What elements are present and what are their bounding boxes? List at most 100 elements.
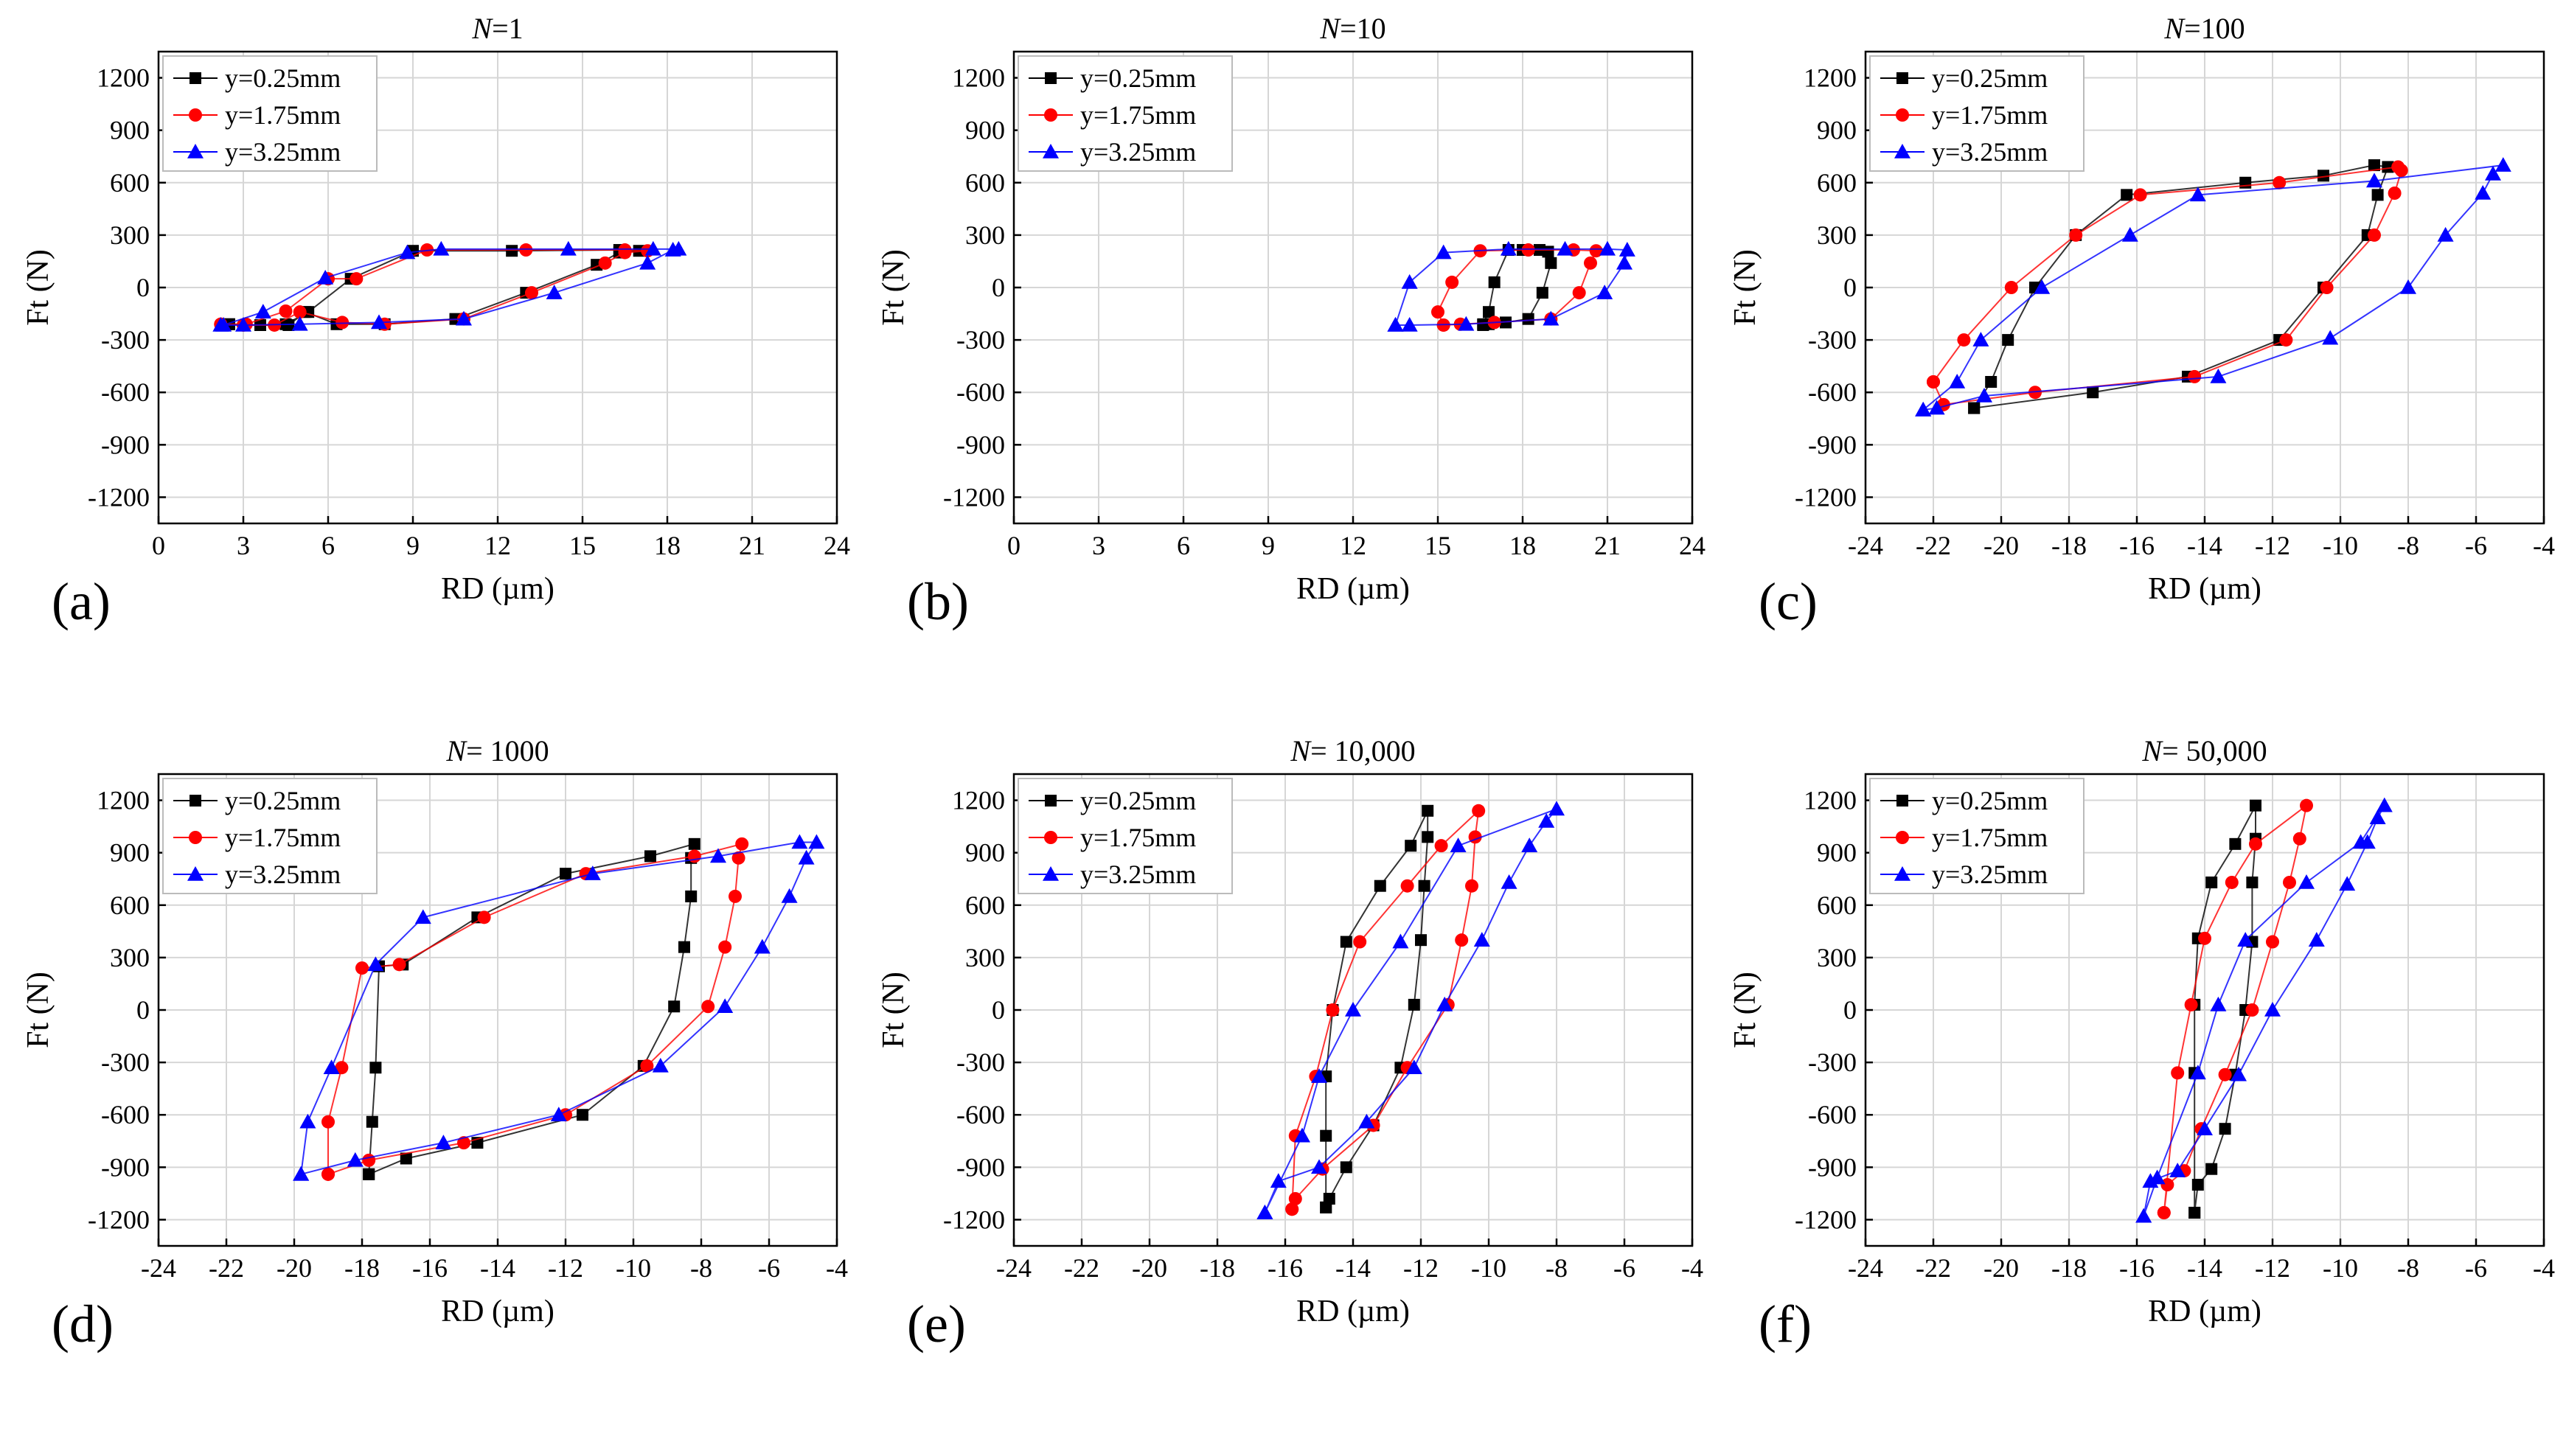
y-tick-label: -300 bbox=[1808, 1048, 1857, 1077]
data-point-triangle bbox=[1311, 1159, 1327, 1174]
data-point-circle bbox=[598, 256, 612, 270]
data-point-circle bbox=[2133, 188, 2147, 202]
data-point-triangle bbox=[1616, 254, 1633, 270]
x-tick-label: -24 bbox=[1848, 531, 1883, 560]
x-tick-label: -8 bbox=[1545, 1253, 1568, 1283]
x-tick-label: -6 bbox=[2465, 531, 2487, 560]
y-tick-label: -1200 bbox=[1795, 1205, 1857, 1234]
data-point-square bbox=[190, 795, 201, 807]
data-point-triangle bbox=[2189, 1065, 2206, 1080]
data-point-square bbox=[1415, 934, 1427, 947]
y-tick-label: 600 bbox=[965, 891, 1005, 920]
data-point-square bbox=[685, 890, 698, 902]
x-tick-label: -18 bbox=[344, 1253, 380, 1283]
data-point-circle bbox=[2069, 228, 2083, 242]
y-tick-label: -300 bbox=[1808, 325, 1857, 355]
panel-letter: (c) bbox=[1759, 572, 1818, 631]
legend: y=0.25mm y=1.75mm y=3.25mm bbox=[162, 55, 378, 172]
x-tick-label: -22 bbox=[209, 1253, 244, 1283]
data-point-triangle bbox=[299, 1113, 316, 1129]
data-point-square bbox=[2318, 170, 2329, 182]
data-point-triangle bbox=[2376, 797, 2393, 812]
data-point-circle bbox=[2188, 369, 2202, 383]
x-tick-label: -10 bbox=[1471, 1253, 1506, 1283]
series-3 bbox=[212, 240, 687, 332]
x-tick-label: 0 bbox=[152, 531, 165, 560]
data-point-square bbox=[2002, 334, 2014, 346]
x-tick-label: -20 bbox=[277, 1253, 312, 1283]
x-tick-label: -6 bbox=[758, 1253, 780, 1283]
data-point-triangle bbox=[235, 316, 251, 332]
x-tick-label: -10 bbox=[2323, 531, 2358, 560]
data-point-triangle bbox=[254, 304, 271, 318]
data-point-circle bbox=[729, 889, 742, 903]
x-tick-label: -16 bbox=[1268, 1253, 1303, 1283]
y-tick-label: 0 bbox=[1843, 273, 1857, 302]
data-point-circle bbox=[2292, 832, 2306, 846]
x-axis-title: RD (µm) bbox=[441, 1295, 554, 1328]
data-point-triangle bbox=[2485, 165, 2501, 181]
x-tick-label: -14 bbox=[480, 1253, 515, 1283]
data-point-circle bbox=[1521, 243, 1535, 257]
y-tick-label: -1200 bbox=[1795, 482, 1857, 512]
data-point-triangle bbox=[1500, 240, 1517, 256]
data-point-triangle bbox=[639, 254, 656, 270]
y-tick-label: 900 bbox=[1817, 116, 1857, 145]
x-tick-label: -8 bbox=[2397, 531, 2419, 560]
x-tick-label: -22 bbox=[1064, 1253, 1099, 1283]
data-point-square bbox=[369, 1062, 382, 1074]
y-tick-label: 0 bbox=[136, 995, 150, 1025]
data-point-triangle bbox=[2369, 809, 2386, 825]
legend-item: y=0.25mm bbox=[173, 786, 341, 815]
data-point-circle bbox=[1434, 839, 1448, 853]
data-point-square bbox=[2188, 1206, 2201, 1219]
data-point-triangle bbox=[433, 240, 450, 256]
y-tick-label: -600 bbox=[101, 1100, 150, 1129]
legend-label: y=1.75mm bbox=[1932, 823, 2048, 852]
data-point-triangle bbox=[546, 285, 563, 299]
legend-item: y=0.25mm bbox=[1029, 786, 1196, 815]
data-point-circle bbox=[525, 286, 538, 300]
data-point-circle bbox=[1455, 933, 1469, 947]
series-3 bbox=[1387, 240, 1635, 332]
data-point-triangle bbox=[1405, 1059, 1422, 1075]
data-point-triangle bbox=[2149, 1169, 2166, 1185]
y-tick-label: 600 bbox=[110, 891, 150, 920]
data-point-triangle bbox=[644, 240, 661, 256]
legend-label: y=0.25mm bbox=[1932, 63, 2048, 93]
data-point-square bbox=[190, 72, 201, 84]
data-point-triangle bbox=[584, 865, 601, 880]
data-point-square bbox=[1968, 402, 1981, 414]
data-point-triangle bbox=[1256, 1204, 1273, 1219]
data-point-circle bbox=[718, 940, 732, 954]
data-point-triangle bbox=[2210, 996, 2227, 1011]
data-point-triangle bbox=[798, 849, 815, 865]
y-tick-label: -600 bbox=[1808, 377, 1857, 407]
y-tick-label: 300 bbox=[110, 220, 150, 250]
data-point-square bbox=[2219, 1123, 2231, 1135]
panel-letter: (e) bbox=[907, 1295, 966, 1354]
data-point-square bbox=[1374, 879, 1386, 892]
data-point-triangle bbox=[550, 1107, 567, 1122]
data-point-triangle bbox=[1458, 316, 1475, 331]
y-tick-label: -600 bbox=[1808, 1100, 1857, 1129]
data-point-circle bbox=[2388, 187, 2402, 200]
x-tick-label: -4 bbox=[1681, 1253, 1703, 1283]
series-3 bbox=[1915, 157, 2511, 417]
x-tick-label: -16 bbox=[2119, 1253, 2155, 1283]
panel-title: N=100 bbox=[2163, 12, 2245, 45]
data-point-circle bbox=[189, 108, 202, 122]
data-point-circle bbox=[2198, 931, 2211, 945]
x-tick-label: 9 bbox=[406, 531, 420, 560]
data-point-triangle bbox=[371, 314, 387, 330]
data-point-square bbox=[2191, 1179, 2204, 1191]
data-point-circle bbox=[1445, 275, 1459, 289]
panel-title-value: =1 bbox=[492, 12, 524, 45]
x-tick-label: -24 bbox=[996, 1253, 1032, 1283]
panel-title-value: =100 bbox=[2184, 12, 2245, 45]
chart-panel-2: 0 3 6 9 12 15 18 21 24 -1200 -900 -600 -300 0 300 600 90… bbox=[877, 12, 1706, 631]
x-tick-label: 0 bbox=[1007, 531, 1021, 560]
legend-label: y=0.25mm bbox=[225, 786, 341, 815]
y-tick-label: 300 bbox=[965, 943, 1005, 972]
data-point-triangle bbox=[435, 1135, 452, 1149]
